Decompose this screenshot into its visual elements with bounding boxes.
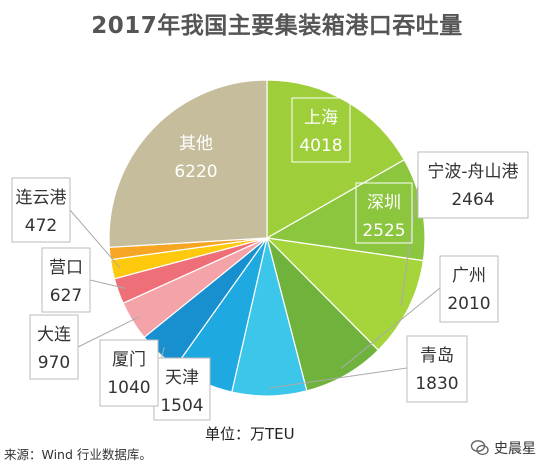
slice-label-广州: 广州 2010 (439, 255, 499, 323)
slice-label-宁波-舟山港: 宁波-舟山港 2464 (417, 151, 529, 219)
leader-line-广州 (340, 287, 441, 369)
slice-value: 2010 (447, 294, 490, 314)
leader-line-大连 (77, 316, 140, 348)
slice-value: 970 (38, 353, 70, 373)
slice-name: 营口 (49, 258, 83, 278)
label-box (41, 247, 91, 313)
pie-slice-其他 (108, 79, 268, 248)
slice-name: 天津 (165, 368, 199, 388)
pie-slice-宁波-舟山港 (265, 237, 425, 351)
source-label: 来源：Wind 行业数据库。 (4, 447, 152, 462)
slice-name: 宁波-舟山港 (427, 162, 518, 182)
label-box (406, 335, 468, 403)
slice-label-营口: 营口 627 (41, 247, 91, 313)
label-box (417, 151, 529, 219)
leader-line-宁波-舟山港 (400, 184, 419, 306)
slice-label-大连: 大连 970 (29, 314, 79, 380)
watermark: 史晨星 (470, 438, 536, 458)
slice-value: 627 (50, 286, 82, 306)
unit-label: 单位：万TEU (205, 425, 295, 443)
chart-title: 2017年我国主要集装箱港口吞吐量 (91, 13, 463, 39)
slice-value: 472 (25, 216, 57, 236)
slice-label-天津: 天津 1504 (153, 357, 211, 421)
watermark-text: 史晨星 (494, 441, 536, 457)
label-box (99, 339, 159, 407)
pie-slice-上海 (266, 79, 406, 240)
slice-name: 上海 (304, 108, 338, 128)
label-box (29, 314, 79, 380)
label-box (355, 182, 413, 244)
slice-label-其他: 其他 6220 (174, 134, 217, 182)
label-box (291, 97, 351, 163)
leader-line-营口 (89, 279, 126, 289)
label-box (11, 177, 71, 243)
wechat-icon (470, 440, 489, 456)
slice-value: 2464 (451, 190, 494, 210)
slice-name: 连云港 (16, 188, 67, 208)
slice-name: 其他 (179, 134, 213, 154)
slice-value: 2525 (362, 221, 405, 241)
slice-name: 青岛 (420, 346, 454, 366)
slice-value: 1040 (107, 378, 150, 398)
slice-label-上海: 上海 4018 (291, 97, 351, 163)
slice-label-青岛: 青岛 1830 (406, 335, 468, 403)
slice-value: 1504 (160, 396, 203, 416)
label-box (439, 255, 499, 323)
slice-value: 6220 (174, 162, 217, 182)
slice-name: 深圳 (367, 193, 401, 213)
slice-label-深圳: 深圳 2525 (355, 182, 413, 244)
slice-label-连云港: 连云港 472 (11, 177, 71, 243)
slice-name: 大连 (37, 325, 71, 345)
slice-value: 1830 (415, 374, 458, 394)
leader-line-连云港 (69, 209, 121, 269)
slice-label-厦门: 厦门 1040 (99, 339, 159, 407)
slice-name: 广州 (452, 266, 486, 286)
slice-name: 厦门 (112, 350, 146, 370)
label-box (153, 357, 211, 421)
slice-value: 4018 (299, 136, 342, 156)
leader-line-青岛 (269, 367, 408, 389)
